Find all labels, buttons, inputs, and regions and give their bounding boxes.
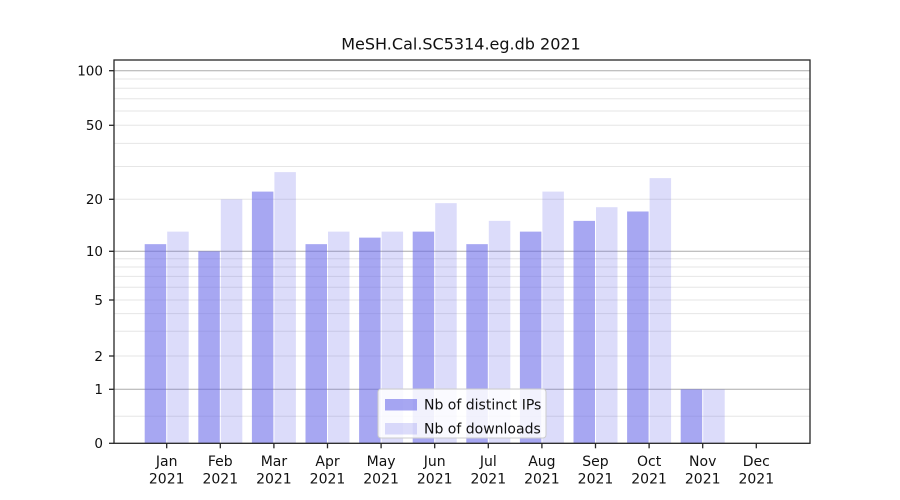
- ytick-label-5: 5: [94, 293, 103, 309]
- bar-nb-of-distinct-ips-sep: [573, 220, 595, 444]
- ytick-label-1: 1: [94, 382, 103, 398]
- bar-nb-of-distinct-ips-jan: [144, 244, 167, 444]
- legend-label-nb-of-downloads: Nb of downloads: [424, 422, 541, 438]
- bar-nb-of-distinct-ips-feb: [198, 251, 220, 444]
- legend-swatch-nb-of-distinct-ips: [385, 399, 417, 411]
- ytick-label-50: 50: [86, 118, 103, 134]
- xtick-label-oct: Oct 2021: [631, 454, 667, 488]
- xtick-label-aug: Aug 2021: [524, 454, 560, 488]
- ytick-label-0: 0: [94, 436, 103, 452]
- xtick-label-sep: Sep 2021: [578, 454, 614, 488]
- bar-nb-of-distinct-ips-nov: [680, 389, 703, 444]
- bar-nb-of-downloads-mar: [274, 172, 296, 444]
- bar-nb-of-downloads-sep: [596, 207, 618, 444]
- legend-label-nb-of-distinct-ips: Nb of distinct IPs: [424, 398, 541, 414]
- chart-title: MeSH.Cal.SC5314.eg.db 2021: [341, 35, 580, 54]
- bar-nb-of-downloads-nov: [703, 389, 725, 444]
- xtick-label-jun: Jun 2021: [417, 454, 453, 488]
- bar-nb-of-downloads-feb: [220, 199, 243, 444]
- xtick-label-jan: Jan 2021: [149, 454, 185, 488]
- legend-swatch-nb-of-downloads: [385, 423, 417, 435]
- ytick-label-20: 20: [86, 192, 103, 208]
- bar-nb-of-distinct-ips-apr: [305, 244, 327, 444]
- bar-nb-of-downloads-aug: [542, 191, 564, 444]
- xtick-label-apr: Apr 2021: [310, 454, 346, 488]
- xtick-label-jul: Jul 2021: [470, 454, 506, 488]
- bar-nb-of-downloads-jul: [488, 220, 511, 444]
- bar-nb-of-distinct-ips-mar: [251, 191, 274, 444]
- legend: Nb of distinct IPs Nb of downloads: [377, 388, 547, 439]
- bar-nb-of-downloads-oct: [649, 178, 672, 444]
- ytick-label-2: 2: [94, 349, 103, 365]
- legend-box: [377, 388, 547, 439]
- bar-nb-of-downloads-jun: [435, 203, 457, 444]
- xtick-label-may: May 2021: [363, 454, 399, 488]
- xtick-label-dec: Dec 2021: [738, 454, 774, 488]
- bar-nb-of-downloads-apr: [328, 231, 350, 444]
- bar-nb-of-distinct-ips-may: [359, 237, 381, 444]
- bar-nb-of-downloads-jan: [167, 231, 189, 444]
- ytick-label-10: 10: [86, 244, 103, 260]
- xtick-label-mar: Mar 2021: [256, 454, 292, 488]
- ytick-label-100: 100: [77, 64, 103, 80]
- bar-nb-of-distinct-ips-oct: [627, 211, 649, 444]
- axes: 0 1 2 5 10 20 50 100 Jan 2021 Feb 2021 Mar 2021 Apr 202…: [77, 59, 811, 488]
- xtick-label-nov: Nov 2021: [685, 454, 721, 488]
- xtick-label-feb: Feb 2021: [202, 454, 238, 488]
